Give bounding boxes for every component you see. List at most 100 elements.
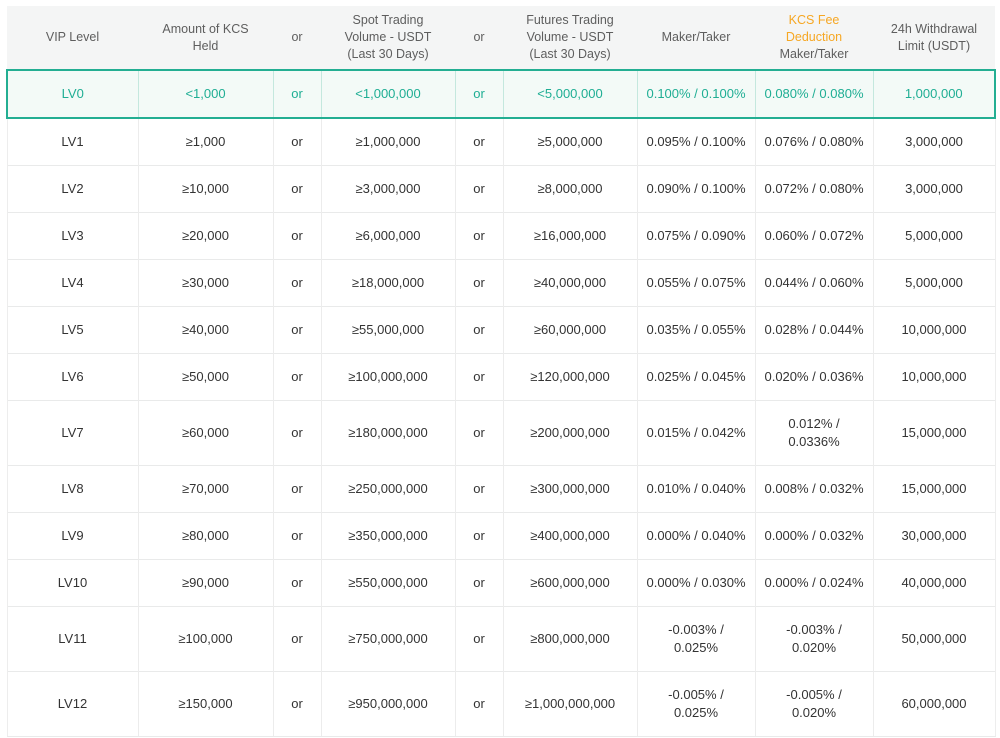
maker-taker-cell: 0.095% / 0.100% [636, 117, 755, 166]
kcs-fee-cell: 0.028% / 0.044% [754, 306, 873, 354]
futures-volume-cell: ≥800,000,000 [502, 606, 637, 672]
or-cell: or [454, 671, 503, 737]
futures-volume-cell: ≥16,000,000 [502, 212, 637, 260]
column-header-kcs-fee-deduction: KCS Fee Deduction Maker/Taker [755, 6, 873, 70]
maker-taker-cell: 0.035% / 0.055% [636, 306, 755, 354]
kcs-fee-maker-taker-label: Maker/Taker [779, 47, 849, 61]
column-header-or-1: or [273, 6, 321, 70]
or-cell: or [272, 559, 321, 607]
or-cell: or [454, 512, 503, 560]
or-cell: or [454, 353, 503, 401]
maker-taker-cell: -0.005% / 0.025% [636, 671, 755, 737]
or-cell: or [272, 465, 321, 513]
futures-volume-cell: ≥300,000,000 [502, 465, 637, 513]
or-cell: or [454, 165, 503, 213]
maker-taker-cell: -0.003% / 0.025% [636, 606, 755, 672]
spot-volume-cell: ≥180,000,000 [320, 400, 455, 466]
spot-volume-cell: ≥250,000,000 [320, 465, 455, 513]
kcs-fee-cell: 0.072% / 0.080% [754, 165, 873, 213]
table-row: LV6 ≥50,000 or ≥100,000,000 or ≥120,000,000 … [6, 353, 996, 401]
kcs-held-cell: ≥150,000 [137, 671, 273, 737]
kcs-held-cell: ≥100,000 [137, 606, 273, 672]
withdrawal-limit-cell: 1,000,000 [872, 69, 996, 119]
or-cell: or [272, 306, 321, 354]
futures-volume-cell: <5,000,000 [502, 69, 637, 119]
table-row: LV3 ≥20,000 or ≥6,000,000 or ≥16,000,000 0.0… [6, 212, 996, 260]
vip-fee-table-container: VIP Level Amount of KCS Held or Spot Tra… [6, 6, 996, 737]
futures-volume-cell: ≥120,000,000 [502, 353, 637, 401]
futures-volume-cell: ≥8,000,000 [502, 165, 637, 213]
table-header: VIP Level Amount of KCS Held or Spot Tra… [7, 6, 995, 70]
vip-level-cell: LV9 [6, 512, 138, 560]
kcs-fee-cell: 0.000% / 0.032% [754, 512, 873, 560]
spot-volume-cell: ≥18,000,000 [320, 259, 455, 307]
spot-volume-cell: ≥550,000,000 [320, 559, 455, 607]
futures-volume-cell: ≥60,000,000 [502, 306, 637, 354]
spot-volume-cell: ≥1,000,000 [320, 117, 455, 166]
or-cell: or [454, 306, 503, 354]
table-row: LV12 ≥150,000 or ≥950,000,000 or ≥1,000,000,… [6, 671, 996, 737]
withdrawal-limit-cell: 10,000,000 [872, 306, 996, 354]
maker-taker-cell: 0.055% / 0.075% [636, 259, 755, 307]
or-cell: or [272, 69, 321, 119]
maker-taker-cell: 0.000% / 0.040% [636, 512, 755, 560]
table-row: LV8 ≥70,000 or ≥250,000,000 or ≥300,000,000 … [6, 465, 996, 513]
maker-taker-cell: 0.000% / 0.030% [636, 559, 755, 607]
maker-taker-cell: 0.090% / 0.100% [636, 165, 755, 213]
withdrawal-limit-cell: 60,000,000 [872, 671, 996, 737]
vip-level-cell: LV10 [6, 559, 138, 607]
kcs-held-cell: ≥80,000 [137, 512, 273, 560]
or-cell: or [454, 606, 503, 672]
kcs-fee-cell: -0.005% / 0.020% [754, 671, 873, 737]
kcs-fee-cell: 0.060% / 0.072% [754, 212, 873, 260]
maker-taker-cell: 0.100% / 0.100% [636, 69, 755, 119]
or-cell: or [454, 117, 503, 166]
kcs-held-cell: ≥10,000 [137, 165, 273, 213]
kcs-held-cell: ≥50,000 [137, 353, 273, 401]
spot-volume-cell: ≥350,000,000 [320, 512, 455, 560]
or-cell: or [272, 259, 321, 307]
table-body: LV0 <1,000 or <1,000,000 or <5,000,000 0.100… [6, 69, 996, 737]
withdrawal-limit-cell: 40,000,000 [872, 559, 996, 607]
withdrawal-limit-cell: 15,000,000 [872, 400, 996, 466]
column-header-vip-level: VIP Level [7, 6, 138, 70]
column-header-kcs-held: Amount of KCS Held [138, 6, 273, 70]
kcs-fee-cell: -0.003% / 0.020% [754, 606, 873, 672]
kcs-fee-cell: 0.000% / 0.024% [754, 559, 873, 607]
table-row: LV2 ≥10,000 or ≥3,000,000 or ≥8,000,000 0.09… [6, 165, 996, 213]
column-header-spot-volume: Spot Trading Volume - USDT (Last 30 Days… [321, 6, 455, 70]
column-header-or-2: or [455, 6, 503, 70]
table-row: LV5 ≥40,000 or ≥55,000,000 or ≥60,000,000 0.… [6, 306, 996, 354]
maker-taker-cell: 0.075% / 0.090% [636, 212, 755, 260]
column-header-maker-taker: Maker/Taker [637, 6, 755, 70]
kcs-held-cell: ≥60,000 [137, 400, 273, 466]
spot-volume-cell: ≥750,000,000 [320, 606, 455, 672]
kcs-held-cell: <1,000 [137, 69, 273, 119]
kcs-fee-cell: 0.008% / 0.032% [754, 465, 873, 513]
spot-volume-cell: ≥100,000,000 [320, 353, 455, 401]
withdrawal-limit-cell: 5,000,000 [872, 212, 996, 260]
or-cell: or [454, 69, 503, 119]
kcs-held-cell: ≥70,000 [137, 465, 273, 513]
vip-level-cell: LV2 [6, 165, 138, 213]
table-row: LV7 ≥60,000 or ≥180,000,000 or ≥200,000,000 … [6, 400, 996, 466]
withdrawal-limit-cell: 15,000,000 [872, 465, 996, 513]
or-cell: or [272, 671, 321, 737]
or-cell: or [272, 512, 321, 560]
table-row: LV4 ≥30,000 or ≥18,000,000 or ≥40,000,000 0.… [6, 259, 996, 307]
kcs-fee-cell: 0.080% / 0.080% [754, 69, 873, 119]
vip-level-cell: LV12 [6, 671, 138, 737]
maker-taker-cell: 0.025% / 0.045% [636, 353, 755, 401]
or-cell: or [272, 400, 321, 466]
table-row: LV10 ≥90,000 or ≥550,000,000 or ≥600,000,000… [6, 559, 996, 607]
futures-volume-cell: ≥5,000,000 [502, 117, 637, 166]
or-cell: or [272, 117, 321, 166]
vip-level-cell: LV0 [6, 69, 138, 119]
header-row: VIP Level Amount of KCS Held or Spot Tra… [7, 6, 995, 70]
maker-taker-cell: 0.015% / 0.042% [636, 400, 755, 466]
or-cell: or [454, 559, 503, 607]
or-cell: or [272, 165, 321, 213]
kcs-held-cell: ≥20,000 [137, 212, 273, 260]
vip-fee-table: VIP Level Amount of KCS Held or Spot Tra… [6, 6, 996, 737]
column-header-withdrawal-limit: 24h Withdrawal Limit (USDT) [873, 6, 995, 70]
